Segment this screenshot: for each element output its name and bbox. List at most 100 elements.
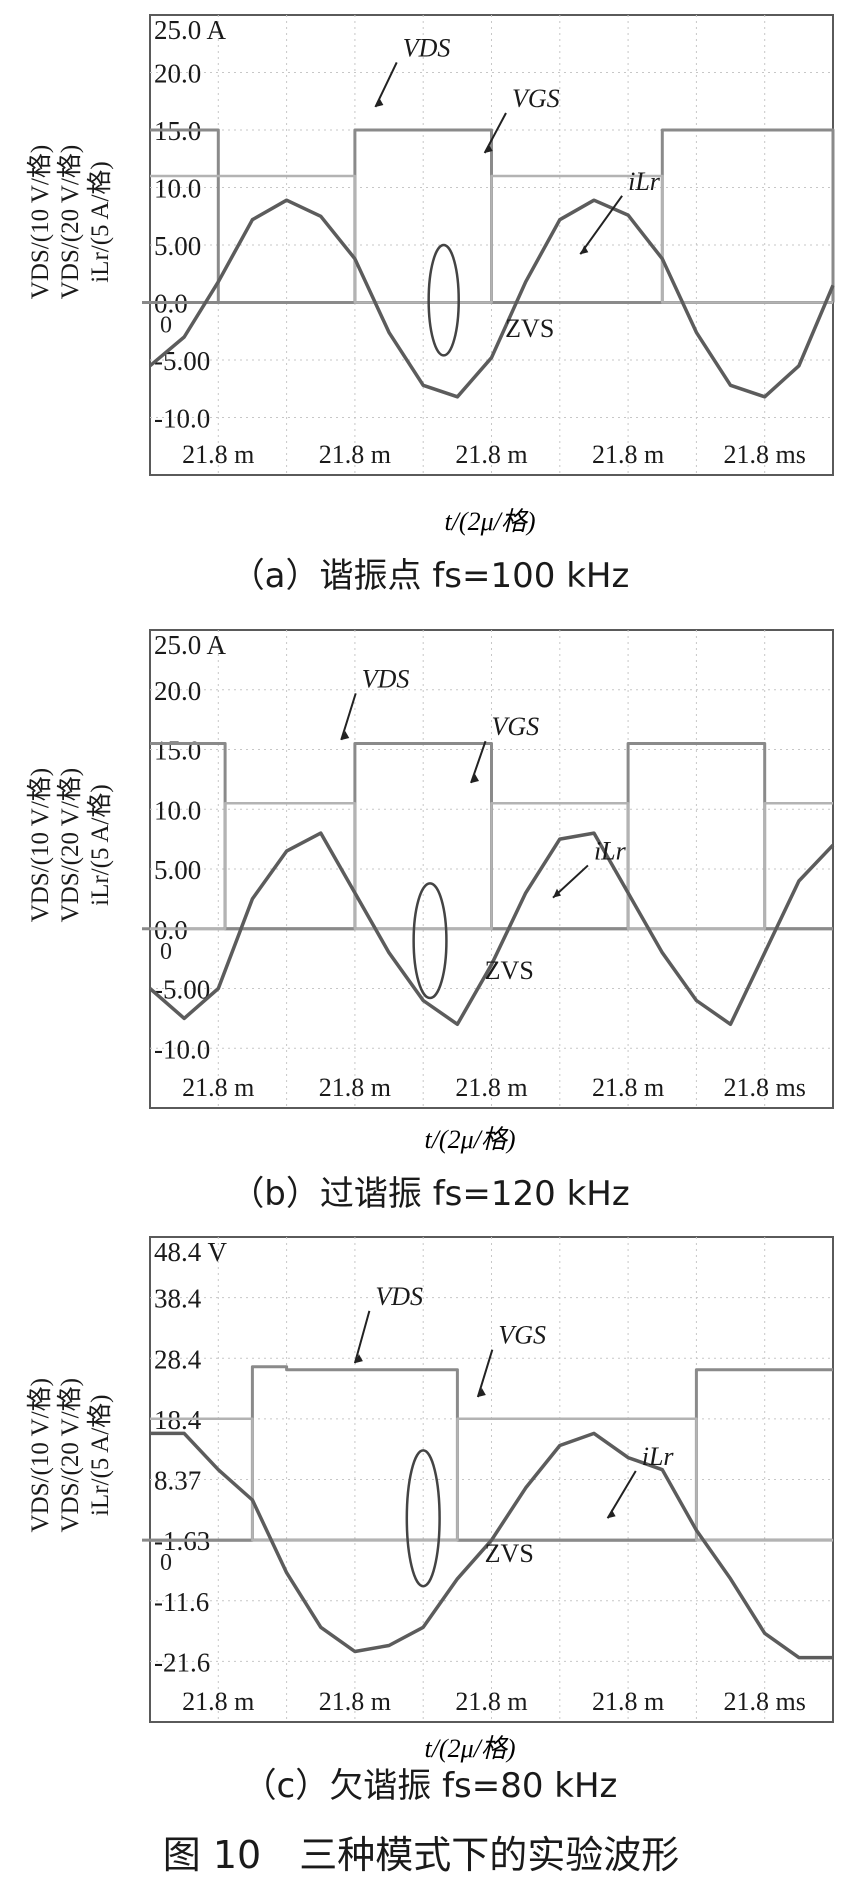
y-tick-labels: 25.0 A20.015.010.05.000.0-5.00-10.0 [154,630,227,1064]
y-tick-label: -5.00 [154,346,210,376]
subfigure-caption-b: （b）过谐振 fs=120 kHz [230,1174,629,1214]
y-tick-label: 48.4 V [154,1237,228,1267]
x-tick-label: 21.8 m [319,1073,391,1102]
x-tick-label: 21.8 ms [724,440,806,469]
panel-a: 25.0 A20.015.010.05.000.0-5.00-10.0 21.8… [26,14,835,596]
trace-ilr [148,198,835,399]
arrow-head [552,888,561,898]
y-tick-label: 10.0 [154,174,201,204]
series-label-vgs: VGS [492,712,540,741]
series-label-ilr: iLr [642,1442,675,1471]
y-tick-label: 25.0 A [154,630,227,660]
zvs-ellipse [405,1449,441,1588]
trace-ilr [150,1431,833,1660]
zvs-label: ZVS [485,956,534,985]
x-tick-label: 21.8 m [182,1073,254,1102]
y-axis-label-line: VDS/(20 V/格) [56,768,84,922]
arrow-head [354,1354,363,1364]
x-tick-label: 21.8 m [455,1687,527,1716]
series-label-ilr: iLr [628,167,661,196]
subfigure-caption-c: （c）欠谐振 fs=80 kHz [243,1766,618,1806]
series-label-vgs: VGS [498,1321,546,1350]
x-tick-label: 21.8 m [182,440,254,469]
x-tick-label: 21.8 m [455,440,527,469]
y-tick-label: -10.0 [154,1034,210,1064]
y-tick-label: -11.6 [154,1587,209,1617]
x-tick-labels: 21.8 m 21.8 m 21.8 m 21.8 m 21.8 ms [182,1073,806,1102]
y-tick-labels: 25.0 A20.015.010.05.000.0-5.00-10.0 [154,15,227,434]
zero-marker: 0 [160,313,172,339]
series-annotations: VDS VGS iLr ZVS [374,33,661,357]
arrow-head [375,98,384,107]
trace-vgs [150,802,833,931]
y-tick-label: 5.00 [154,855,201,885]
y-tick-label: 20.0 [154,59,201,89]
series-label-vds: VDS [375,1282,423,1311]
y-tick-label: 20.0 [154,676,201,706]
y-axis-label-line: iLr/(5 A/格) [86,1394,114,1516]
arrow-head [607,1509,616,1519]
x-tick-labels: 21.8 m 21.8 m 21.8 m 21.8 m 21.8 ms [182,440,806,469]
y-axis-label-line: iLr/(5 A/格) [86,161,114,283]
trace-vgs [150,174,833,304]
zvs-ellipse [427,243,460,357]
y-axis-label-line: VDS/(10 V/格) [26,145,54,299]
x-tick-label: 21.8 ms [724,1073,806,1102]
x-axis-label: t/(2μ/格) [424,1125,515,1154]
panel-b: 25.0 A20.015.010.05.000.0-5.00-10.0 21.8… [26,629,835,1214]
x-tick-label: 21.8 ms [724,1687,806,1716]
annotation-arrow [606,1470,637,1519]
figure-caption: 图 10 三种模式下的实验波形 [163,1833,679,1877]
traces [142,1365,833,1660]
annotation-arrow [470,740,487,784]
zero-marker: 0 [160,939,172,965]
x-tick-label: 21.8 m [455,1073,527,1102]
traces [142,742,835,1027]
arrow-head [484,144,493,153]
y-tick-label: 15.0 [154,736,201,766]
zvs-label: ZVS [505,314,554,343]
y-tick-label: 8.37 [154,1466,201,1496]
grid [150,630,833,1108]
x-axis-label: t/(2μ/格) [444,507,535,536]
annotation-arrow [476,1349,494,1398]
x-tick-label: 21.8 m [592,1687,664,1716]
y-tick-label: 25.0 A [154,15,227,45]
y-axis-label-line: VDS/(10 V/格) [26,1378,54,1532]
annotation-arrow [579,195,623,255]
y-axis-label: 0 VDS/(10 V/格) VDS/(20 V/格) iLr/(5 A/格) [26,768,172,965]
panel-c: 48.4 V38.428.418.48.37-1.63-11.6-21.6 21… [26,1236,834,1806]
x-tick-label: 21.8 m [319,1687,391,1716]
annotation-arrow [340,693,357,741]
arrow-head [477,1388,486,1398]
zero-marker: 0 [160,1550,172,1576]
series-annotations: VDS VGS iLr ZVS [340,664,627,1000]
y-tick-label: 38.4 [154,1284,202,1314]
traces [142,128,835,399]
zvs-label: ZVS [485,1539,534,1568]
x-tick-label: 21.8 m [182,1687,254,1716]
y-axis-label-line: VDS/(20 V/格) [56,145,84,299]
y-tick-label: 28.4 [154,1344,202,1374]
x-tick-label: 21.8 m [319,440,391,469]
trace-vds [150,128,835,304]
annotation-arrow [353,1310,371,1364]
subfigure-caption-a: （a）谐振点 fs=100 kHz [231,556,630,596]
x-tick-labels: 21.8 m 21.8 m 21.8 m 21.8 m 21.8 ms [182,1687,806,1716]
y-axis-label-line: VDS/(20 V/格) [56,1378,84,1532]
y-tick-label: 5.00 [154,231,201,261]
x-tick-label: 21.8 m [592,440,664,469]
y-axis-label-line: iLr/(5 A/格) [86,784,114,906]
zvs-ellipse [412,882,448,1000]
arrow-head [471,773,480,783]
x-axis-label: t/(2μ/格) [424,1734,515,1763]
y-axis-label-line: VDS/(10 V/格) [26,768,54,922]
series-label-vgs: VGS [512,84,560,113]
y-tick-label: -10.0 [154,404,210,434]
trace-ilr [148,831,835,1027]
series-annotations: VDS VGS iLr ZVS [353,1282,675,1588]
y-tick-label: -21.6 [154,1647,210,1677]
series-label-vds: VDS [403,33,451,62]
y-tick-label: 10.0 [154,795,201,825]
